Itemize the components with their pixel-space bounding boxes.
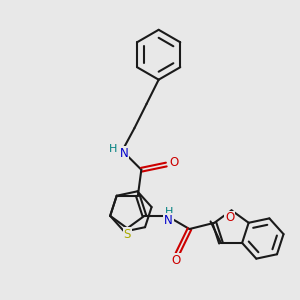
Text: O: O [171, 254, 180, 267]
Text: H: H [108, 144, 117, 154]
Text: N: N [164, 214, 173, 226]
Text: S: S [124, 228, 131, 241]
Text: O: O [225, 212, 234, 224]
Text: H: H [164, 207, 173, 217]
Text: O: O [169, 156, 178, 169]
Text: N: N [120, 147, 128, 160]
